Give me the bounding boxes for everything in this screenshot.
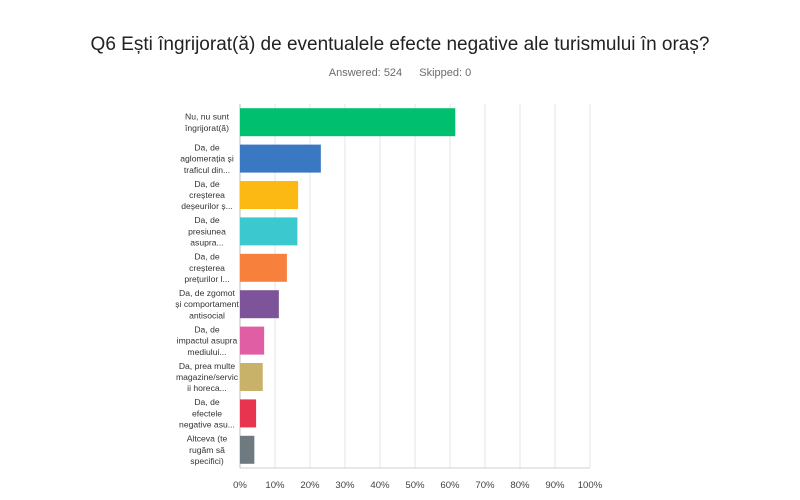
x-tick-label: 80% bbox=[510, 480, 530, 491]
response-summary: Answered: 524 Skipped: 0 bbox=[0, 67, 800, 79]
x-tick-label: 40% bbox=[370, 480, 390, 491]
bar[interactable] bbox=[240, 435, 255, 464]
category-label-line: traficul din... bbox=[184, 165, 230, 175]
answered-count: Answered: 524 bbox=[329, 67, 402, 79]
category-label: Da, de efectele negative asu... bbox=[179, 397, 235, 429]
bars bbox=[240, 108, 456, 464]
category-label-line: presiunea bbox=[188, 226, 226, 236]
category-label-line: deșeurilor ș... bbox=[181, 201, 233, 211]
bar[interactable] bbox=[240, 144, 321, 173]
x-tick-label: 30% bbox=[335, 480, 355, 491]
category-label-line: îngrijorat(ă) bbox=[184, 123, 229, 133]
category-label-line: rugăm să bbox=[189, 445, 225, 455]
answered-label: Answered: bbox=[328, 67, 381, 79]
category-label-line: aglomerația și bbox=[180, 154, 234, 164]
gridlines bbox=[239, 104, 591, 469]
category-labels: Nu, nu sunt îngrijorat(ă) Da, de aglomerați… bbox=[175, 112, 239, 466]
x-tick-label: 60% bbox=[440, 480, 460, 491]
category-label-line: negative asu... bbox=[179, 420, 235, 430]
x-tick-label: 50% bbox=[405, 480, 425, 491]
category-label: Da, de creșterea deșeurilor ș... bbox=[181, 179, 233, 211]
x-tick-label: 90% bbox=[545, 480, 565, 491]
x-tick-label: 0% bbox=[233, 480, 247, 491]
x-tick-label: 70% bbox=[475, 480, 495, 491]
category-label-line: Da, de bbox=[194, 179, 220, 189]
category-label-line: Da, de bbox=[194, 397, 220, 407]
category-label: Nu, nu sunt îngrijorat(ă) bbox=[184, 112, 230, 133]
category-label-line: impactul asupra bbox=[177, 336, 238, 346]
bar[interactable] bbox=[240, 326, 265, 355]
category-label-line: mediului... bbox=[187, 347, 226, 357]
skipped-count: Skipped: 0 bbox=[419, 67, 471, 79]
category-label-line: creșterea bbox=[189, 263, 225, 273]
category-label-line: Da, de bbox=[194, 252, 220, 262]
bar[interactable] bbox=[240, 399, 257, 428]
category-label: Da, prea multe magazine/servic ii horeca..… bbox=[176, 361, 239, 393]
x-tick-label: 10% bbox=[265, 480, 285, 491]
category-label-line: Nu, nu sunt bbox=[185, 112, 230, 122]
category-label-line: Da, prea multe bbox=[179, 361, 236, 371]
x-axis-ticks: 0% 10% 20% 30% 40% 50% 60% 70% 80% 90% 100% bbox=[233, 480, 603, 491]
answered-value: 524 bbox=[383, 67, 403, 79]
category-label: Da, de aglomerația și traficul din... bbox=[180, 142, 234, 174]
question-title: Q6 Ești îngrijorat(ă) de eventualele efe… bbox=[90, 34, 710, 55]
category-label-line: specifici) bbox=[190, 456, 224, 466]
bar[interactable] bbox=[240, 108, 456, 137]
bar[interactable] bbox=[240, 181, 299, 209]
skipped-value: 0 bbox=[465, 67, 472, 79]
category-label: Da, de zgomot și comportament antisocial bbox=[175, 288, 239, 320]
category-label-line: și comportament bbox=[175, 299, 239, 309]
bar[interactable] bbox=[240, 290, 279, 319]
category-label-line: antisocial bbox=[189, 310, 225, 320]
bar[interactable] bbox=[240, 253, 287, 282]
category-label-line: efectele bbox=[192, 408, 222, 418]
category-label: Da, de impactul asupra mediului... bbox=[177, 324, 238, 356]
x-tick-label: 20% bbox=[300, 480, 320, 491]
category-label-line: magazine/servic bbox=[176, 372, 239, 382]
category-label-line: asupra... bbox=[190, 238, 223, 248]
bar[interactable] bbox=[240, 363, 263, 391]
category-label: Da, de presiunea asupra... bbox=[188, 215, 226, 247]
skipped-label: Skipped: bbox=[419, 67, 463, 79]
category-label-line: creșterea bbox=[189, 190, 225, 200]
category-label-line: Da, de bbox=[194, 142, 220, 152]
category-label-line: Da, de bbox=[194, 324, 220, 334]
category-label: Altceva (te rugăm să specifici) bbox=[187, 434, 228, 466]
category-label-line: Altceva (te bbox=[187, 434, 228, 444]
category-label: Da, de creșterea prețurilor l... bbox=[184, 252, 229, 284]
bar[interactable] bbox=[240, 217, 298, 246]
category-label-line: Da, de zgomot bbox=[179, 288, 236, 298]
x-tick-label: 100% bbox=[578, 480, 603, 491]
category-label-line: Da, de bbox=[194, 215, 220, 225]
category-label-line: prețurilor l... bbox=[184, 274, 229, 284]
category-label-line: ii horeca... bbox=[187, 383, 227, 393]
